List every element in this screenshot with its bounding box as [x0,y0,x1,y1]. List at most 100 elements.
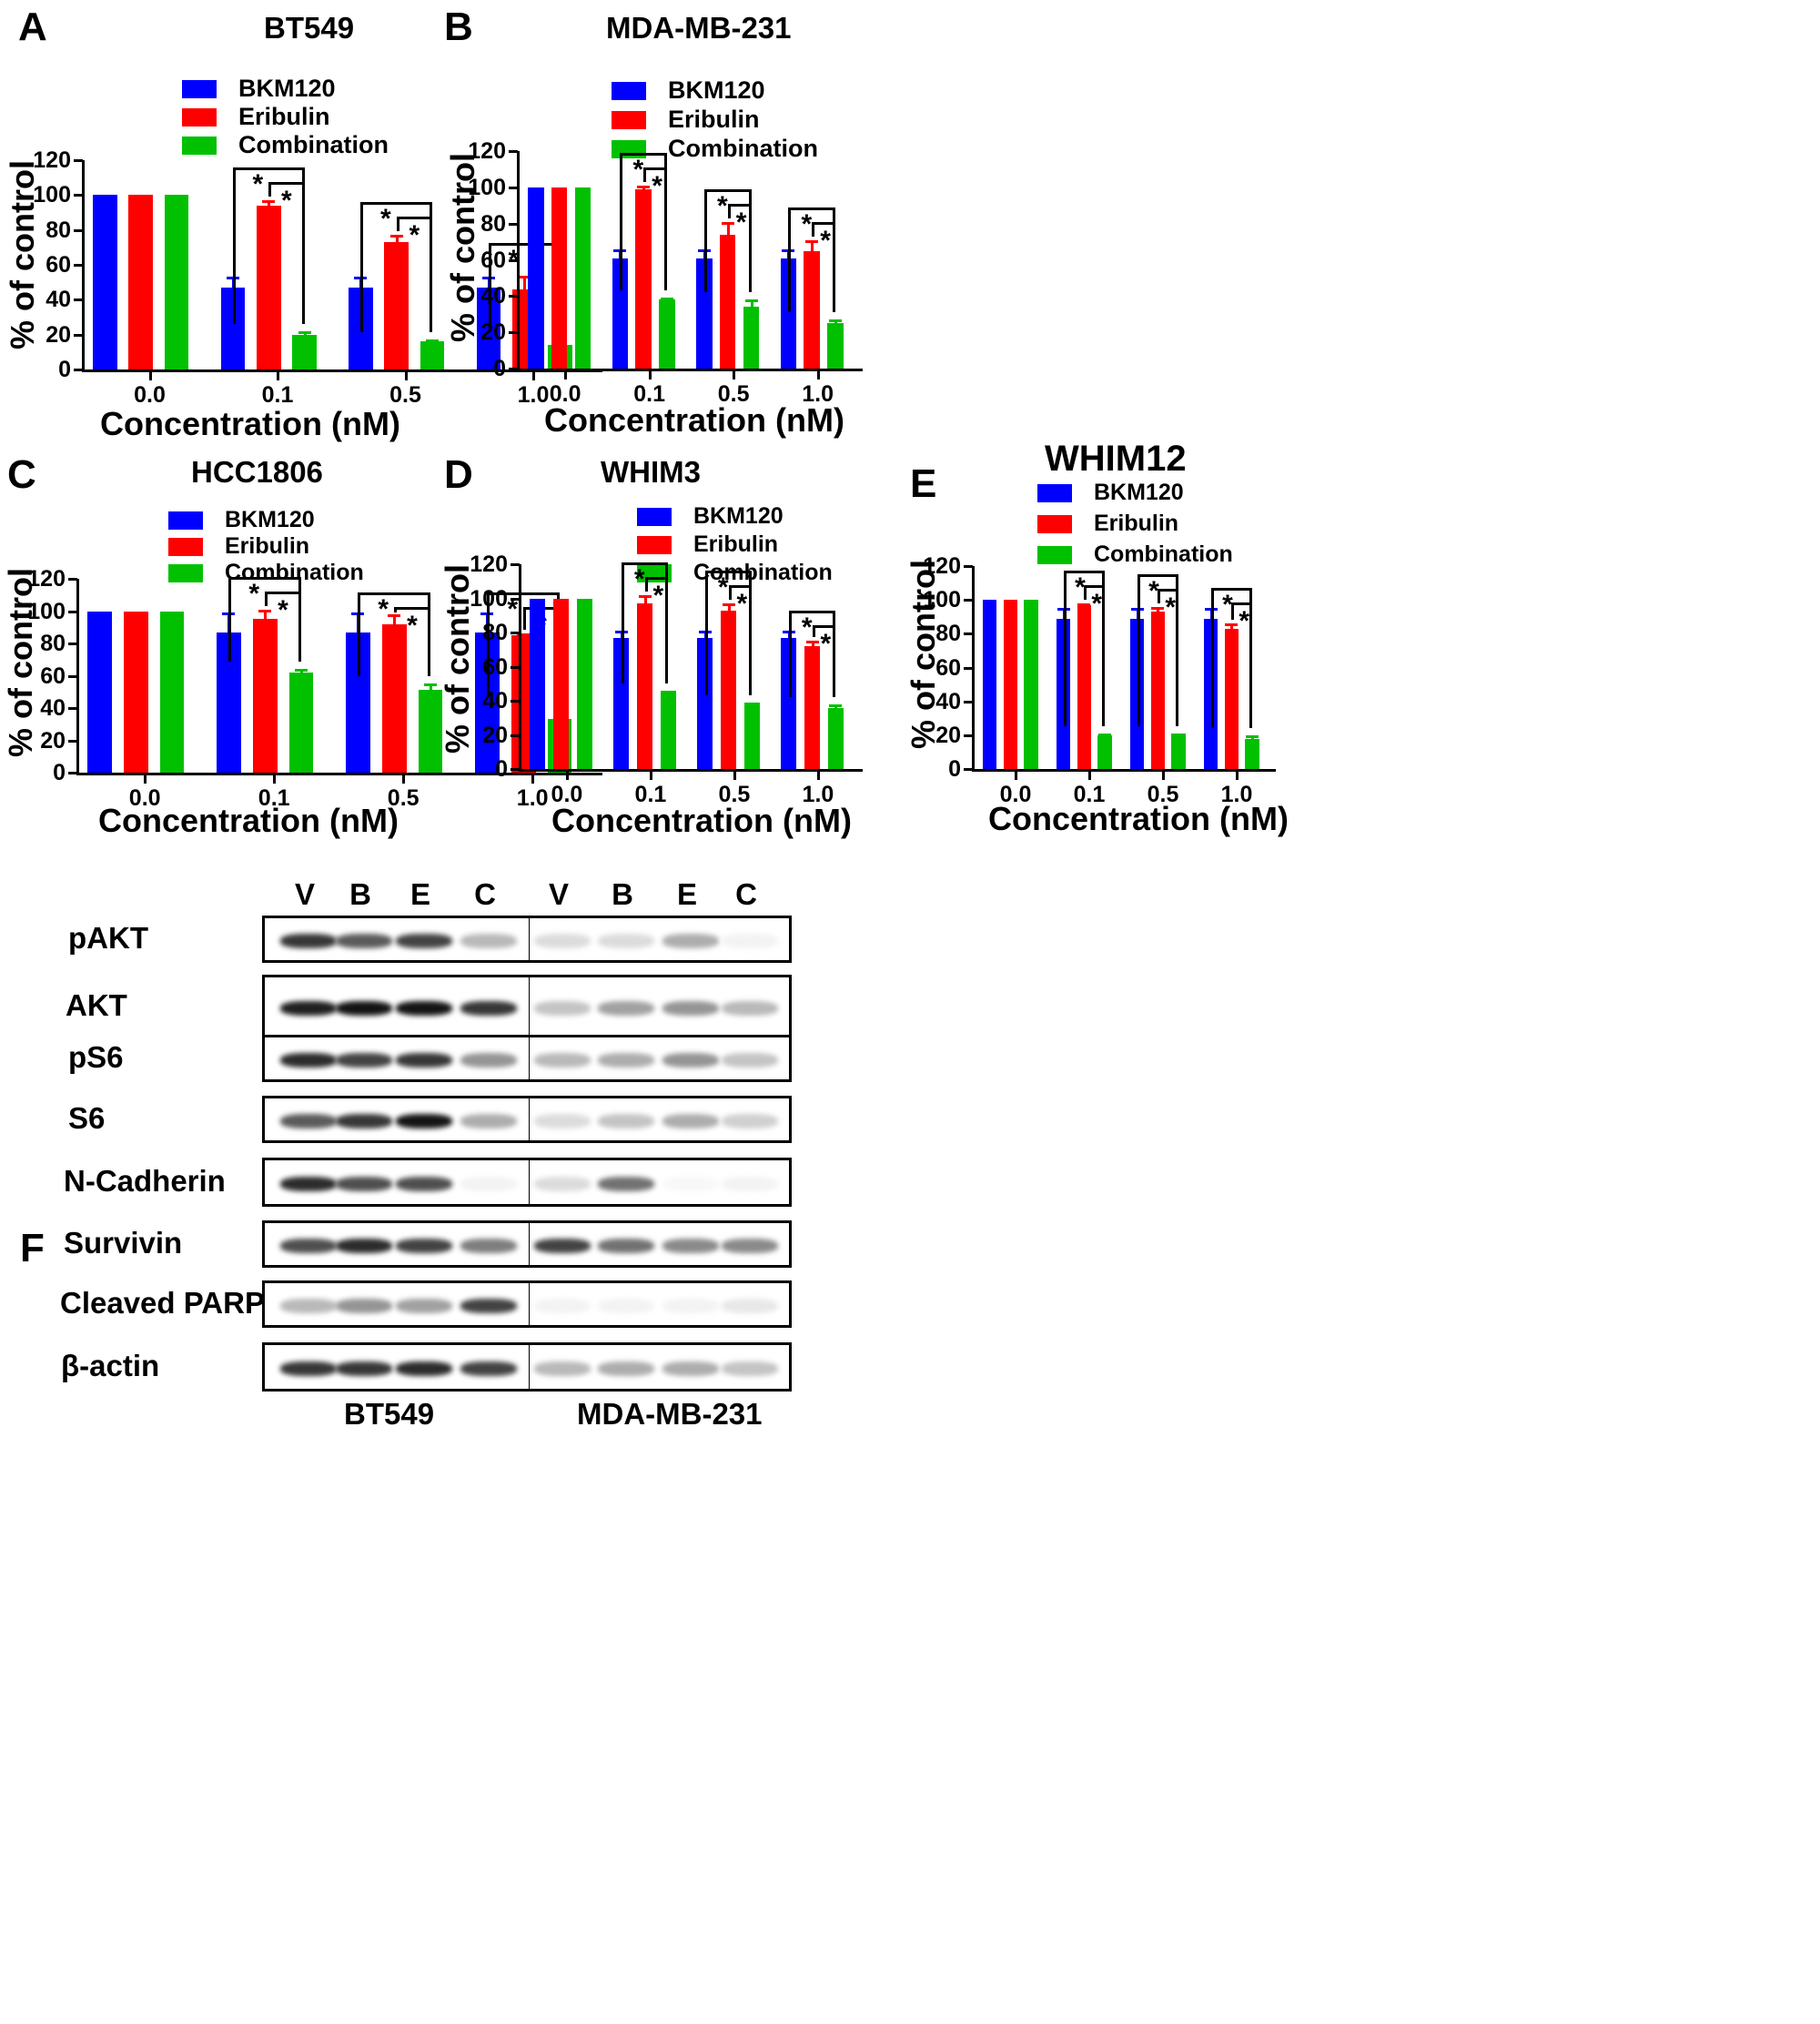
protein-band [280,1053,337,1068]
panel-letter-f: F [20,1226,45,1270]
y-tick-label: 0 [53,760,66,785]
significance-bracket-outer [358,592,430,677]
y-axis [76,579,79,774]
significance-star: * [652,580,664,611]
bar-eribulin [1150,612,1166,769]
x-tick-mark [564,370,568,380]
y-tick-label: 100 [468,174,506,200]
x-tick-mark [1162,771,1166,780]
error-cap [637,185,651,188]
bar-eribulin [123,611,148,773]
error-cap [722,603,735,607]
protein-band [722,1177,778,1191]
legend-swatch [182,107,217,126]
lane-divider [529,1345,530,1389]
y-tick-mark [74,299,83,302]
significance-star: * [379,204,391,235]
significance-star: * [280,186,292,217]
legend-item-combination: Combination [182,131,389,159]
chart-title: WHIM12 [1045,439,1187,479]
protein-band [722,1361,778,1376]
protein-label: Cleaved PARP [60,1286,265,1320]
y-tick-mark [74,159,83,162]
significance-star: * [735,207,747,238]
protein-band [280,1239,337,1253]
protein-band [598,1001,654,1016]
significance-bracket-inner [394,607,430,613]
protein-band [598,1361,654,1376]
x-tick-label: 1.0 [517,382,550,408]
y-tick-label: 120 [27,566,66,592]
panel-letter-a: A [18,5,47,49]
bar-bkm120 [87,611,112,773]
bar-combination [164,195,189,369]
legend-label: Eribulin [225,533,310,559]
protein-band [662,1053,719,1068]
x-axis-label: Concentration (nM) [988,800,1289,837]
significance-star: * [820,225,831,256]
bar-eribulin [1224,628,1239,769]
x-axis-label: Concentration (nM) [100,405,400,442]
protein-band [396,1053,452,1068]
y-tick-mark [964,565,973,568]
legend-swatch [168,511,203,530]
bar-eribulin [719,234,736,369]
significance-bracket-outer [703,188,752,293]
bar-combination [1097,734,1112,769]
bar-combination [418,690,443,773]
chart-title: MDA-MB-231 [606,11,792,45]
error-cap [805,641,819,644]
y-tick-label: 80 [40,631,66,656]
protein-band [336,1177,392,1191]
protein-band [598,1177,654,1191]
y-tick-mark [511,700,520,703]
lane-label: V [548,877,569,911]
x-tick-label: 0.0 [551,782,583,807]
x-axis [517,369,863,371]
legend-label: Combination [668,135,818,162]
error-bar [643,594,647,604]
y-tick-mark [511,665,520,669]
protein-band [598,1053,654,1068]
x-axis [82,369,602,372]
significance-star: * [1239,606,1249,637]
y-tick-label: 0 [495,756,508,782]
error-bar [393,614,397,624]
protein-band [722,1239,778,1253]
protein-band [722,934,778,948]
error-cap [829,319,843,323]
protein-band [396,1001,452,1016]
lane-label: B [612,877,633,911]
protein-band [598,934,654,948]
error-cap [744,299,758,303]
bar-eribulin [1077,604,1092,769]
y-tick-mark [511,563,520,566]
bar-combination [1024,600,1038,769]
y-axis-label: % of control [2,568,39,757]
legend-label: Eribulin [1094,511,1179,536]
bar-combination [288,672,314,773]
protein-band [336,934,392,948]
bar-eribulin [252,619,278,773]
y-tick-label: 60 [40,663,66,689]
protein-band [722,1053,778,1068]
protein-band [396,1177,452,1191]
significance-bracket-inner [812,625,836,638]
bar-eribulin [128,195,154,369]
x-tick-label: 1.0 [802,782,834,807]
bar-combination [827,707,844,769]
x-tick-label: 0.5 [1147,782,1179,807]
significance-bracket-inner [727,203,752,218]
y-tick-mark [964,768,973,771]
significance-star: * [717,572,729,603]
bar-combination [420,341,445,369]
protein-band [662,1299,719,1313]
bar-eribulin [384,242,410,369]
bar-combination [827,323,844,369]
protein-band [534,1114,591,1128]
significance-star: * [278,594,288,625]
protein-band [280,1361,337,1376]
bar-eribulin [635,188,652,369]
y-tick-mark [964,599,973,602]
blot-row-n-cadherin [262,1158,792,1207]
